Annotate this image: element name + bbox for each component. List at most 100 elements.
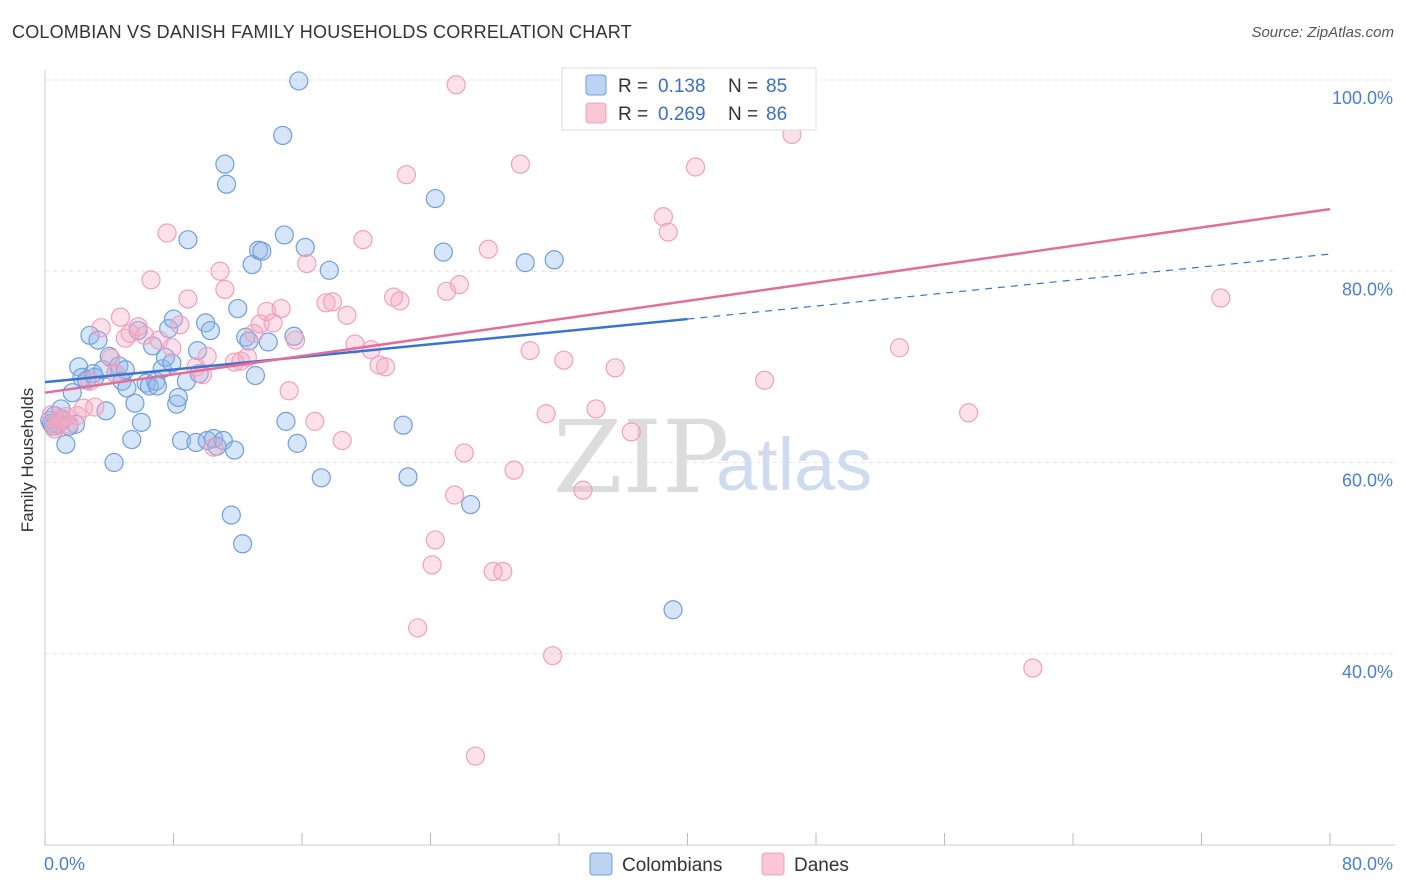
stats-legend: R = 0.138 N = 85 R = 0.269 N = 86 xyxy=(561,67,817,131)
y-tick-label-1: 60.0% xyxy=(1342,471,1393,491)
point-danes-57 xyxy=(425,530,445,550)
point-colombians-74 xyxy=(311,468,331,488)
point-danes-68 xyxy=(520,341,540,361)
point-danes-77 xyxy=(658,222,678,242)
legend-swatch-colombians xyxy=(589,852,613,876)
x-tick-label-min: 0.0% xyxy=(44,854,85,874)
point-colombians-68 xyxy=(274,225,294,245)
point-colombians-65 xyxy=(252,241,272,261)
point-colombians-46 xyxy=(187,341,208,361)
point-danes-62 xyxy=(465,746,486,766)
point-danes-65 xyxy=(493,561,513,582)
point-danes-45 xyxy=(332,430,352,451)
point-danes-72 xyxy=(573,480,593,500)
point-danes-39 xyxy=(279,381,299,401)
legend-label-danes: Danes xyxy=(794,855,849,876)
point-danes-46 xyxy=(337,305,357,325)
point-danes-11 xyxy=(91,318,111,338)
point-colombians-50 xyxy=(200,320,221,341)
point-danes-34 xyxy=(244,323,264,344)
trend-line-danes xyxy=(44,207,1331,394)
point-danes-10 xyxy=(85,397,105,417)
y-tick-label-3: 100.0% xyxy=(1332,88,1393,108)
stats-n-label-1: N = xyxy=(728,104,758,125)
point-danes-67 xyxy=(510,154,531,174)
watermark-atlas: atlas xyxy=(716,423,872,506)
point-colombians-78 xyxy=(425,188,445,209)
series-danes-points xyxy=(41,75,1231,766)
point-danes-48 xyxy=(353,230,373,250)
point-danes-51 xyxy=(375,357,396,377)
point-danes-63 xyxy=(478,239,498,259)
point-danes-23 xyxy=(170,315,190,335)
point-colombians-82 xyxy=(544,250,564,270)
point-danes-14 xyxy=(110,307,131,327)
point-danes-40 xyxy=(285,330,306,350)
point-danes-38 xyxy=(271,298,291,319)
legend-swatch-danes xyxy=(761,852,785,876)
point-danes-74 xyxy=(605,358,625,378)
point-danes-73 xyxy=(586,399,606,419)
point-danes-59 xyxy=(444,485,465,505)
point-colombians-76 xyxy=(393,415,413,435)
point-colombians-67 xyxy=(273,125,293,146)
y-tick-labels: 40.0% 60.0% 80.0% 100.0% xyxy=(1332,88,1393,682)
chart-title: COLOMBIAN VS DANISH FAMILY HOUSEHOLDS CO… xyxy=(12,22,632,42)
point-colombians-40 xyxy=(167,394,187,414)
point-danes-7 xyxy=(67,406,87,426)
point-danes-21 xyxy=(157,223,177,243)
point-colombians-83 xyxy=(663,600,683,620)
series-legend: Colombians Danes xyxy=(589,852,849,876)
point-colombians-75 xyxy=(319,260,339,280)
point-danes-37 xyxy=(263,313,283,333)
point-danes-78 xyxy=(685,157,706,177)
point-colombians-58 xyxy=(228,298,248,319)
point-colombians-71 xyxy=(287,433,307,453)
point-danes-28 xyxy=(204,437,224,457)
point-colombians-66 xyxy=(258,332,278,352)
trend-lines xyxy=(44,207,1331,394)
point-danes-16 xyxy=(120,323,140,344)
y-tick-label-0: 40.0% xyxy=(1342,662,1393,682)
point-colombians-81 xyxy=(515,253,535,273)
point-danes-84 xyxy=(1211,288,1231,308)
axes xyxy=(44,70,1395,846)
point-danes-61 xyxy=(454,443,474,463)
point-danes-82 xyxy=(958,403,979,423)
point-colombians-59 xyxy=(232,534,253,554)
x-tick-label-max: 80.0% xyxy=(1342,854,1393,874)
stats-n-value-0: 85 xyxy=(766,76,787,97)
point-danes-44 xyxy=(322,292,343,312)
point-danes-53 xyxy=(390,291,410,311)
stats-r-value-1: 0.269 xyxy=(658,104,706,125)
point-danes-24 xyxy=(178,289,198,309)
point-danes-66 xyxy=(504,460,524,480)
point-colombians-38 xyxy=(162,353,182,373)
point-colombians-56 xyxy=(221,505,241,525)
point-colombians-16 xyxy=(88,330,108,350)
trend-line-colombians-extension xyxy=(687,253,1331,320)
point-colombians-27 xyxy=(125,393,145,413)
y-tick-label-2: 80.0% xyxy=(1342,279,1393,299)
point-colombians-42 xyxy=(171,430,192,451)
point-danes-76 xyxy=(653,207,674,227)
point-danes-81 xyxy=(889,338,910,358)
trend-line-colombians xyxy=(44,317,688,384)
stats-n-label-0: N = xyxy=(728,76,758,97)
point-colombians-79 xyxy=(433,242,453,262)
point-danes-56 xyxy=(422,555,442,575)
point-danes-43 xyxy=(316,293,336,313)
stats-n-value-1: 86 xyxy=(766,104,787,125)
point-danes-12 xyxy=(101,348,121,368)
point-colombians-62 xyxy=(242,254,262,275)
point-danes-54 xyxy=(396,165,417,185)
point-danes-41 xyxy=(297,254,317,274)
point-danes-19 xyxy=(141,270,161,290)
point-danes-85 xyxy=(446,75,466,95)
point-danes-71 xyxy=(554,350,574,370)
point-colombians-55 xyxy=(216,174,237,194)
point-colombians-44 xyxy=(178,230,198,250)
point-danes-42 xyxy=(305,411,325,431)
point-colombians-20 xyxy=(104,452,124,473)
